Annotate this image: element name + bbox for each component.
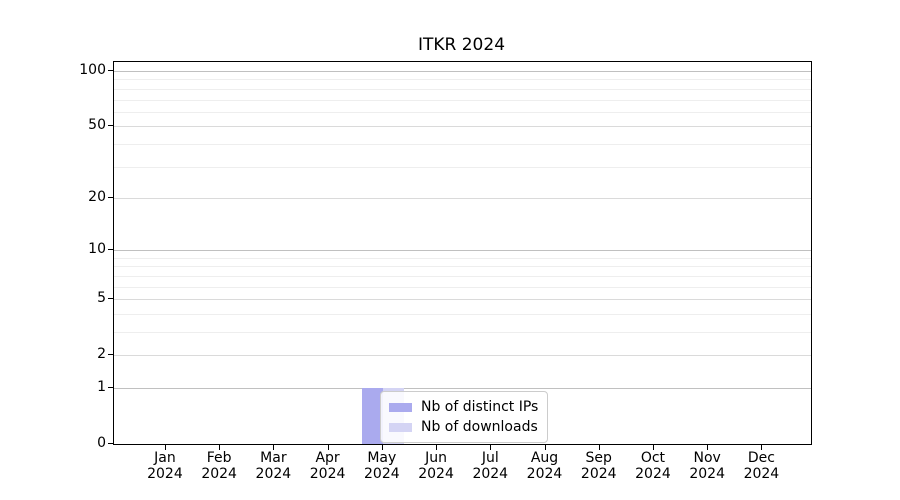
x-tick-label-feb: Feb 2024 (201, 450, 237, 482)
minor-gridline-60 (114, 111, 811, 113)
y-tick-mark-10 (108, 249, 113, 251)
minor-gridline-80 (114, 88, 811, 90)
legend: Nb of distinct IPs Nb of downloads (380, 391, 549, 443)
y-gridline-1 (114, 387, 811, 389)
grid-layer (114, 62, 811, 444)
y-tick-mark-50 (108, 125, 113, 127)
legend-label-distinct-ips: Nb of distinct IPs (421, 399, 539, 415)
minor-gridline-7 (114, 275, 811, 277)
x-tick-mark-mar (273, 445, 275, 450)
y-tick-label-1: 1 (97, 378, 106, 395)
minor-gridline-30 (114, 166, 811, 168)
y-tick-mark-100 (108, 70, 113, 72)
y-gridline-50 (114, 126, 811, 128)
x-tick-mark-dec (761, 445, 763, 450)
x-tick-mark-jul (490, 445, 492, 450)
x-tick-mark-apr (327, 445, 329, 450)
y-gridline-10 (114, 250, 811, 252)
x-tick-label-jun: Jun 2024 (418, 450, 454, 482)
y-tick-label-0: 0 (97, 435, 106, 451)
y-tick-mark-0 (108, 443, 113, 444)
minor-gridline-8 (114, 266, 811, 268)
x-tick-mark-feb (219, 445, 221, 450)
x-tick-label-dec: Dec 2024 (743, 450, 780, 482)
bars-layer (114, 62, 811, 444)
legend-label-downloads: Nb of downloads (421, 419, 538, 435)
y-tick-label-20: 20 (88, 188, 106, 205)
x-tick-mark-oct (652, 445, 654, 450)
bar-distinct-ips-may (361, 387, 383, 444)
x-tick-label-may: May 2024 (364, 450, 400, 482)
x-tick-label-aug: Aug 2024 (526, 450, 563, 482)
y-tick-mark-1 (108, 386, 113, 388)
y-tick-label-10: 10 (88, 241, 106, 258)
plot-area: Nb of distinct IPs Nb of downloads (113, 61, 812, 445)
chart-title: ITKR 2024 (417, 35, 506, 55)
x-tick-label-jul: Jul 2024 (472, 450, 509, 482)
y-tick-label-2: 2 (97, 346, 106, 363)
minor-gridline-9 (114, 257, 811, 259)
minor-gridline-6 (114, 286, 811, 288)
x-tick-label-mar: Mar 2024 (255, 450, 292, 482)
minor-gridline-3 (114, 331, 811, 333)
y-tick-mark-5 (108, 298, 113, 300)
y-tick-mark-20 (108, 196, 113, 198)
legend-item-distinct-ips: Nb of distinct IPs (389, 397, 538, 417)
x-tick-label-jan: Jan 2024 (147, 450, 183, 482)
minor-gridline-4 (114, 313, 811, 315)
y-gridline-20 (114, 197, 811, 199)
y-gridline-5 (114, 299, 811, 301)
x-tick-mark-aug (544, 445, 546, 450)
y-tick-label-100: 100 (79, 62, 106, 79)
x-tick-mark-may (381, 445, 383, 450)
legend-item-downloads: Nb of downloads (389, 417, 538, 437)
minor-gridline-70 (114, 99, 811, 101)
y-gridline-2 (114, 355, 811, 357)
x-tick-mark-jun (436, 445, 438, 450)
x-tick-mark-sep (598, 445, 600, 450)
x-tick-label-sep: Sep 2024 (580, 450, 617, 482)
x-tick-mark-jan (164, 445, 166, 450)
minor-gridline-40 (114, 143, 811, 145)
x-tick-label-apr: Apr 2024 (309, 450, 346, 482)
x-tick-mark-nov (707, 445, 709, 450)
y-tick-label-5: 5 (97, 290, 106, 307)
x-tick-label-nov: Nov 2024 (689, 450, 725, 482)
x-tick-label-oct: Oct 2024 (635, 450, 671, 482)
y-tick-mark-2 (108, 354, 113, 356)
downloads-swatch (389, 422, 412, 432)
distinct-ips-swatch (389, 402, 412, 412)
y-tick-label-50: 50 (88, 117, 106, 134)
y-gridline-100 (114, 71, 811, 73)
minor-gridline-90 (114, 79, 811, 81)
